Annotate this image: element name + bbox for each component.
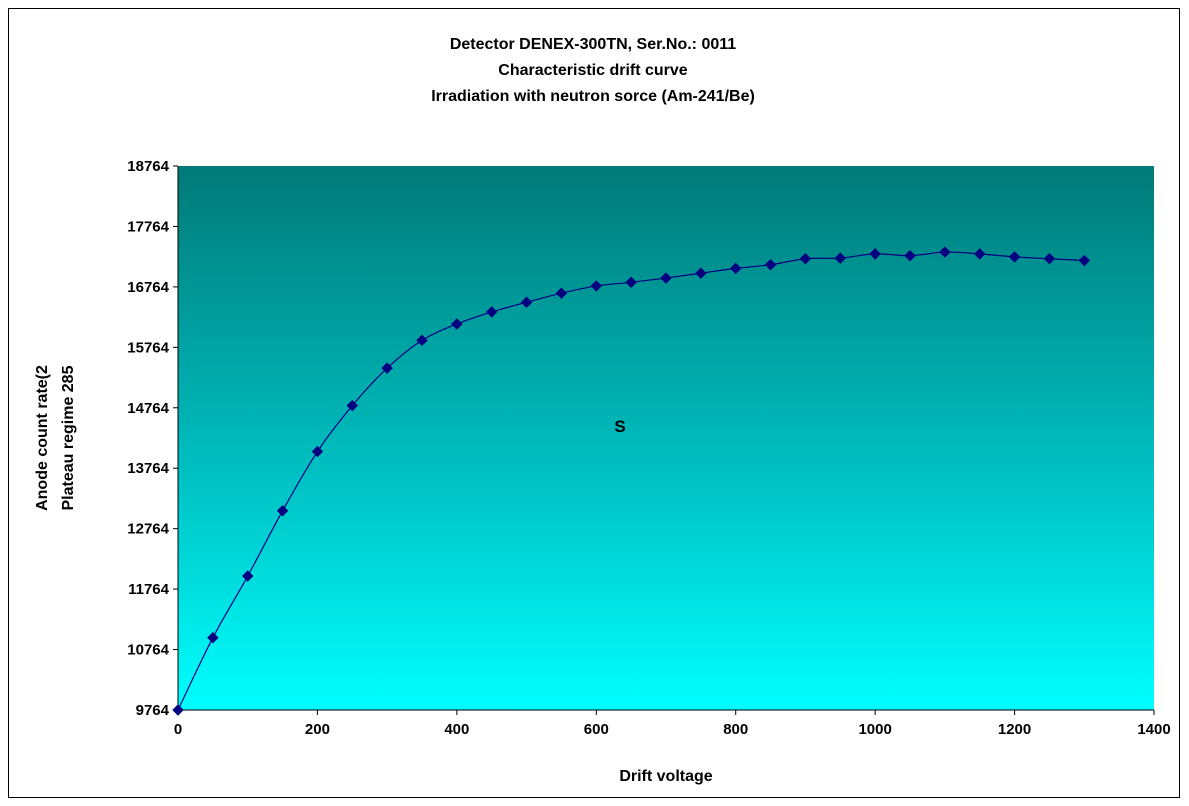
data-point-marker — [486, 306, 498, 318]
x-tick-label: 600 — [584, 721, 609, 738]
y-tick-label: 18764 — [127, 158, 169, 175]
chart-svg: Detector DENEX-300TN, Ser.No.: 0011 Char… — [34, 36, 1171, 785]
chart-title-line-2: Characteristic drift curve — [498, 62, 688, 79]
data-point-marker — [207, 632, 219, 644]
series-markers — [172, 246, 1090, 716]
data-point-marker — [381, 362, 393, 374]
data-point-marker — [799, 253, 812, 265]
y-axis-title-line-2: Plateau regime 285 — [60, 365, 77, 510]
x-axis-ticks: 0 200 400 600 800 1000 1200 1400 — [174, 710, 1171, 738]
x-axis-title: Drift voltage — [619, 768, 712, 785]
y-tick-label: 13764 — [127, 460, 169, 477]
data-point-marker — [695, 267, 707, 279]
y-tick-label: 16764 — [127, 279, 169, 296]
plot-area — [178, 166, 1154, 710]
data-point-marker — [1043, 253, 1056, 265]
y-tick-label: 15764 — [127, 339, 169, 356]
y-tick-label: 10764 — [127, 642, 169, 659]
y-tick-label: 14764 — [127, 400, 169, 417]
data-point-marker — [730, 262, 742, 275]
data-point-marker — [451, 318, 463, 330]
x-tick-label: 800 — [723, 721, 748, 738]
x-tick-label: 1000 — [858, 721, 891, 738]
data-point-marker — [764, 259, 777, 271]
data-point-marker — [242, 570, 254, 582]
x-tick-label: 1200 — [998, 721, 1031, 738]
annotation-label: S — [614, 417, 625, 436]
chart-title-line-1: Detector DENEX-300TN, Ser.No.: 0011 — [450, 36, 736, 53]
data-point-marker — [1008, 251, 1021, 263]
y-axis-title-line-1: Anode count rate(2 — [34, 365, 51, 511]
data-point-marker — [172, 704, 184, 716]
chart-title-line-3: Irradiation with neutron sorce (Am-241/B… — [431, 88, 755, 105]
y-tick-label: 17764 — [127, 218, 169, 235]
data-point-marker — [904, 249, 916, 262]
data-point-marker — [520, 296, 533, 308]
y-tick-label: 12764 — [127, 521, 169, 538]
data-point-marker — [939, 246, 951, 258]
data-point-marker — [974, 248, 986, 260]
x-tick-label: 200 — [305, 721, 330, 738]
data-point-marker — [311, 445, 324, 458]
data-point-marker — [555, 287, 568, 299]
y-tick-label: 11764 — [128, 581, 170, 598]
x-tick-label: 1400 — [1137, 721, 1170, 738]
data-point-marker — [869, 248, 881, 260]
data-point-marker — [416, 334, 428, 347]
x-tick-label: 0 — [174, 721, 182, 738]
data-point-marker — [590, 280, 602, 292]
chart-frame: Detector DENEX-300TN, Ser.No.: 0011 Char… — [8, 8, 1180, 798]
y-tick-label: 9764 — [136, 702, 170, 719]
y-axis-ticks: 9764 10764 11764 12764 13764 14764 15764 16764 1… — [127, 158, 178, 719]
data-point-marker — [660, 272, 672, 284]
data-point-marker — [834, 252, 846, 264]
data-point-marker — [1078, 254, 1090, 267]
data-point-marker — [346, 399, 358, 412]
data-point-marker — [276, 505, 289, 517]
x-tick-label: 400 — [444, 721, 469, 738]
data-point-marker — [625, 276, 637, 289]
